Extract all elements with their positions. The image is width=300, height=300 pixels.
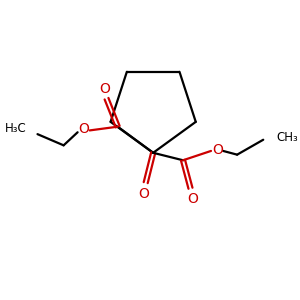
Text: O: O bbox=[78, 122, 88, 136]
Text: H₃C: H₃C bbox=[4, 122, 26, 135]
Text: O: O bbox=[99, 82, 110, 96]
Text: O: O bbox=[212, 143, 223, 157]
Text: CH₃: CH₃ bbox=[276, 131, 298, 144]
Text: O: O bbox=[138, 187, 149, 201]
Text: O: O bbox=[187, 191, 198, 206]
